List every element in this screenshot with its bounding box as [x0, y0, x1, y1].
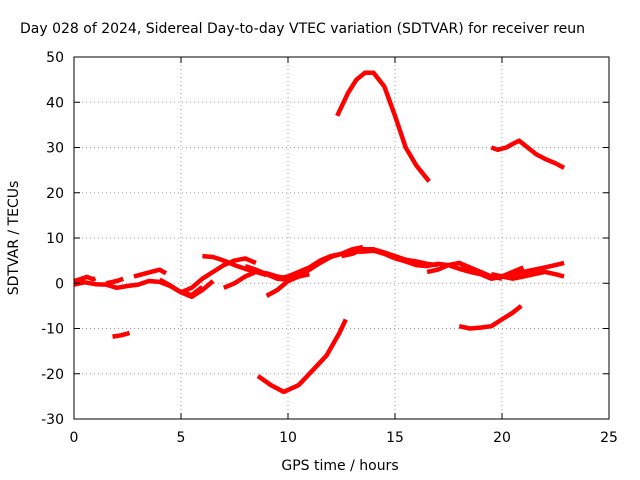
- series-line-arc-20: [458, 304, 523, 331]
- axis-ticks: 0 5 10 15 20 25 -30 -20 -10 0 10 20 30 40 50: [41, 50, 618, 446]
- chart-title: Day 028 of 2024, Sidereal Day-to-day VTE…: [20, 21, 585, 37]
- series-line-arc-11: [265, 272, 310, 298]
- x-tick-label: 5: [177, 430, 186, 446]
- x-axis-label: GPS time / hours: [281, 458, 398, 474]
- y-tick-label: -10: [41, 322, 64, 338]
- y-tick-label: 20: [46, 186, 64, 202]
- x-tick-label: 20: [493, 430, 511, 446]
- y-tick-label: 10: [46, 231, 64, 247]
- x-tick-label: 15: [386, 430, 404, 446]
- series-line-arc-7: [180, 256, 257, 295]
- series-line-arc-3: [105, 276, 124, 286]
- series-line-arc-17: [394, 256, 482, 277]
- y-tick-label: -20: [41, 367, 64, 383]
- y-tick-label: -30: [41, 412, 64, 428]
- series-line-arc-14: [287, 244, 364, 279]
- series-line-arc-15: [335, 70, 431, 183]
- y-tick-label: 50: [46, 50, 64, 66]
- data-series: [73, 70, 566, 395]
- series-line-arc-6: [158, 277, 215, 300]
- series-line-arc-1: [73, 274, 97, 284]
- series-line-arc-5: [133, 267, 168, 279]
- series-line-arc-16: [341, 247, 439, 268]
- series-line-arc-23: [490, 138, 566, 170]
- y-axis-label: SDTVAR / TECUs: [6, 181, 22, 296]
- x-tick-label: 25: [600, 430, 618, 446]
- x-tick-label: 10: [279, 430, 297, 446]
- y-tick-label: 0: [55, 276, 64, 292]
- series-line-arc-12: [256, 318, 348, 395]
- y-tick-label: 30: [46, 141, 64, 157]
- y-tick-label: 40: [46, 95, 64, 111]
- series-line-arc-4: [112, 330, 131, 339]
- series-line-arc-22: [490, 260, 565, 281]
- x-tick-label: 0: [70, 430, 79, 446]
